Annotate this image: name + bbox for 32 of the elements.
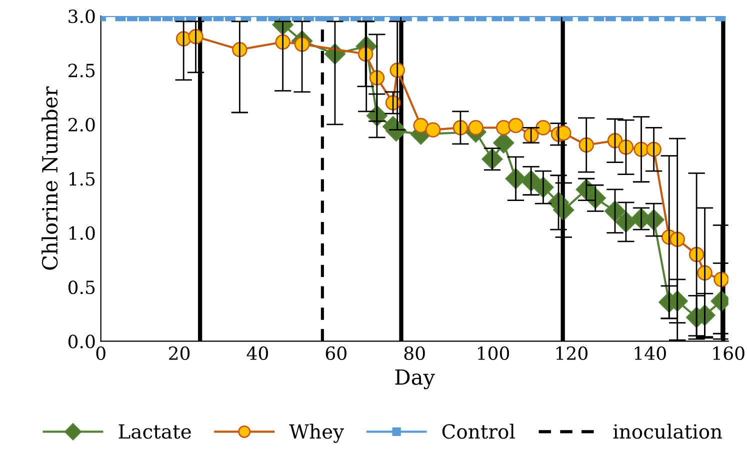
- y-tick-label: 0.0: [68, 334, 95, 348]
- x-tick-label: 160: [713, 346, 744, 360]
- y-tick-label: 2.0: [68, 118, 95, 132]
- x-axis-title: Day: [395, 369, 435, 390]
- x-tick-label: 0: [96, 346, 106, 360]
- legend-label: Whey: [289, 424, 344, 443]
- point: [604, 200, 626, 222]
- x-tick-label: 100: [478, 346, 510, 360]
- y-tick-label: 1.0: [69, 226, 95, 240]
- x-tick-label: 20: [169, 346, 190, 360]
- x-tick-label: 40: [246, 346, 268, 360]
- x-tick-label: 60: [326, 346, 346, 360]
- y-tick-label: 2.5: [68, 64, 95, 78]
- point: [452, 120, 468, 136]
- y-tick-label: 1.5: [69, 172, 95, 186]
- point: [425, 122, 441, 138]
- x-tick-label: 120: [556, 346, 588, 360]
- point: [413, 118, 428, 134]
- y-axis-title: Chlorine Number: [42, 86, 58, 270]
- point: [468, 120, 484, 136]
- point: [556, 125, 572, 141]
- y-tick-label: 0.5: [68, 280, 95, 294]
- legend-label: Control: [442, 424, 515, 439]
- x-tick-label: 80: [404, 346, 425, 360]
- legend-label: inoculation: [613, 424, 722, 439]
- point: [536, 120, 551, 136]
- legend-label: Lactate: [118, 424, 191, 439]
- x-tick-label: 140: [634, 346, 666, 360]
- y-tick-label: 3.0: [68, 9, 95, 24]
- point: [508, 118, 524, 134]
- point: [496, 120, 512, 136]
- point: [618, 140, 634, 155]
